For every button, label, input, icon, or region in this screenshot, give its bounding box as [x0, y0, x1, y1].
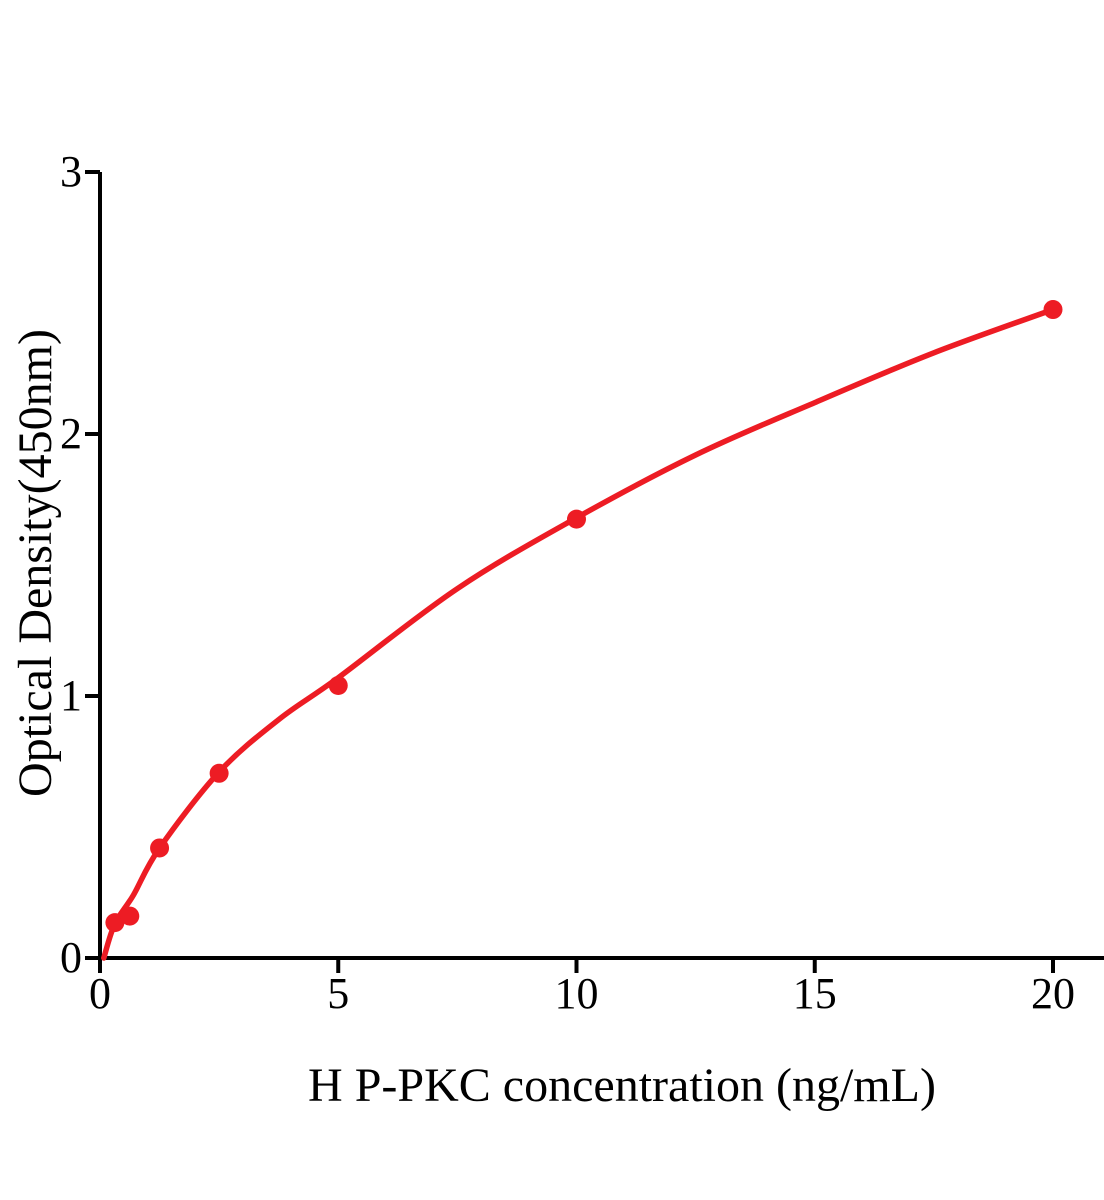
y-tick-label: 2 [60, 409, 82, 458]
data-point [209, 763, 229, 783]
x-tick-label: 15 [792, 969, 837, 1018]
y-tick-label: 0 [60, 933, 82, 982]
x-tick-label: 10 [554, 969, 599, 1018]
data-point [1043, 300, 1063, 320]
data-point [328, 676, 348, 696]
y-tick-label: 3 [60, 147, 82, 196]
fit-curve-line [101, 306, 1056, 961]
data-point [150, 838, 170, 858]
x-tick-label: 20 [1031, 969, 1075, 1018]
y-axis-title: Optical Density(450nm) [9, 329, 62, 797]
data-point [120, 906, 140, 926]
x-tick-label: 0 [89, 969, 111, 1018]
data-point [105, 913, 125, 933]
x-axis-title: H P-PKC concentration (ng/mL) [308, 1059, 936, 1112]
x-tick-label: 5 [327, 969, 350, 1018]
data-point [567, 509, 586, 529]
y-tick-label: 1 [60, 671, 82, 720]
